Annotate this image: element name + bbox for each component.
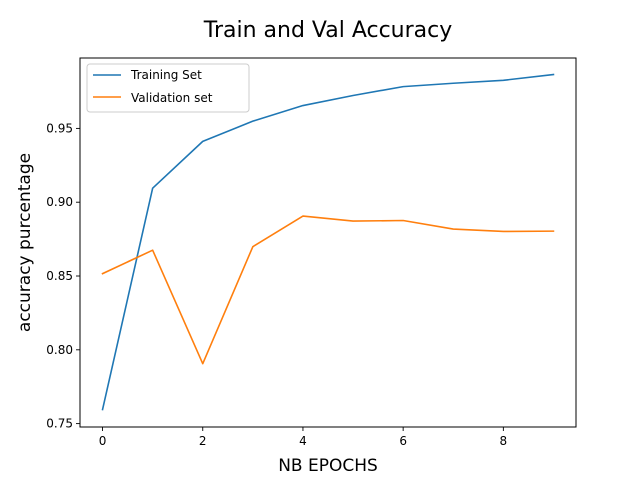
legend-box (86, 63, 250, 113)
legend: Training Set Validation set (86, 63, 250, 113)
x-tick-label: 0 (99, 434, 107, 448)
series-line-training-set (101, 73, 555, 411)
series-layer (101, 73, 555, 411)
series-line-validation-set (101, 215, 555, 365)
y-tick-label: 0.75 (46, 417, 73, 431)
x-tick-label: 8 (500, 434, 508, 448)
x-tick-label: 2 (199, 434, 207, 448)
y-tick-label: 0.80 (46, 343, 73, 357)
y-tick-label: 0.85 (46, 269, 73, 283)
y-axis: 0.75 0.80 0.85 0.90 0.95 (46, 121, 80, 431)
plot-frame (79, 57, 577, 428)
x-axis-label: NB EPOCHS (278, 456, 378, 476)
x-tick-label: 6 (399, 434, 407, 448)
chart-title: Train and Val Accuracy (203, 18, 453, 43)
y-tick-label: 0.90 (46, 195, 73, 209)
legend-label-validation-set: Validation set (131, 91, 213, 105)
x-axis: 0 2 4 6 8 (99, 427, 507, 448)
legend-label-training-set: Training Set (130, 68, 202, 82)
x-tick-label: 4 (299, 434, 307, 448)
y-axis-label: accuracy purcentage (15, 153, 35, 332)
y-tick-label: 0.95 (46, 121, 73, 135)
